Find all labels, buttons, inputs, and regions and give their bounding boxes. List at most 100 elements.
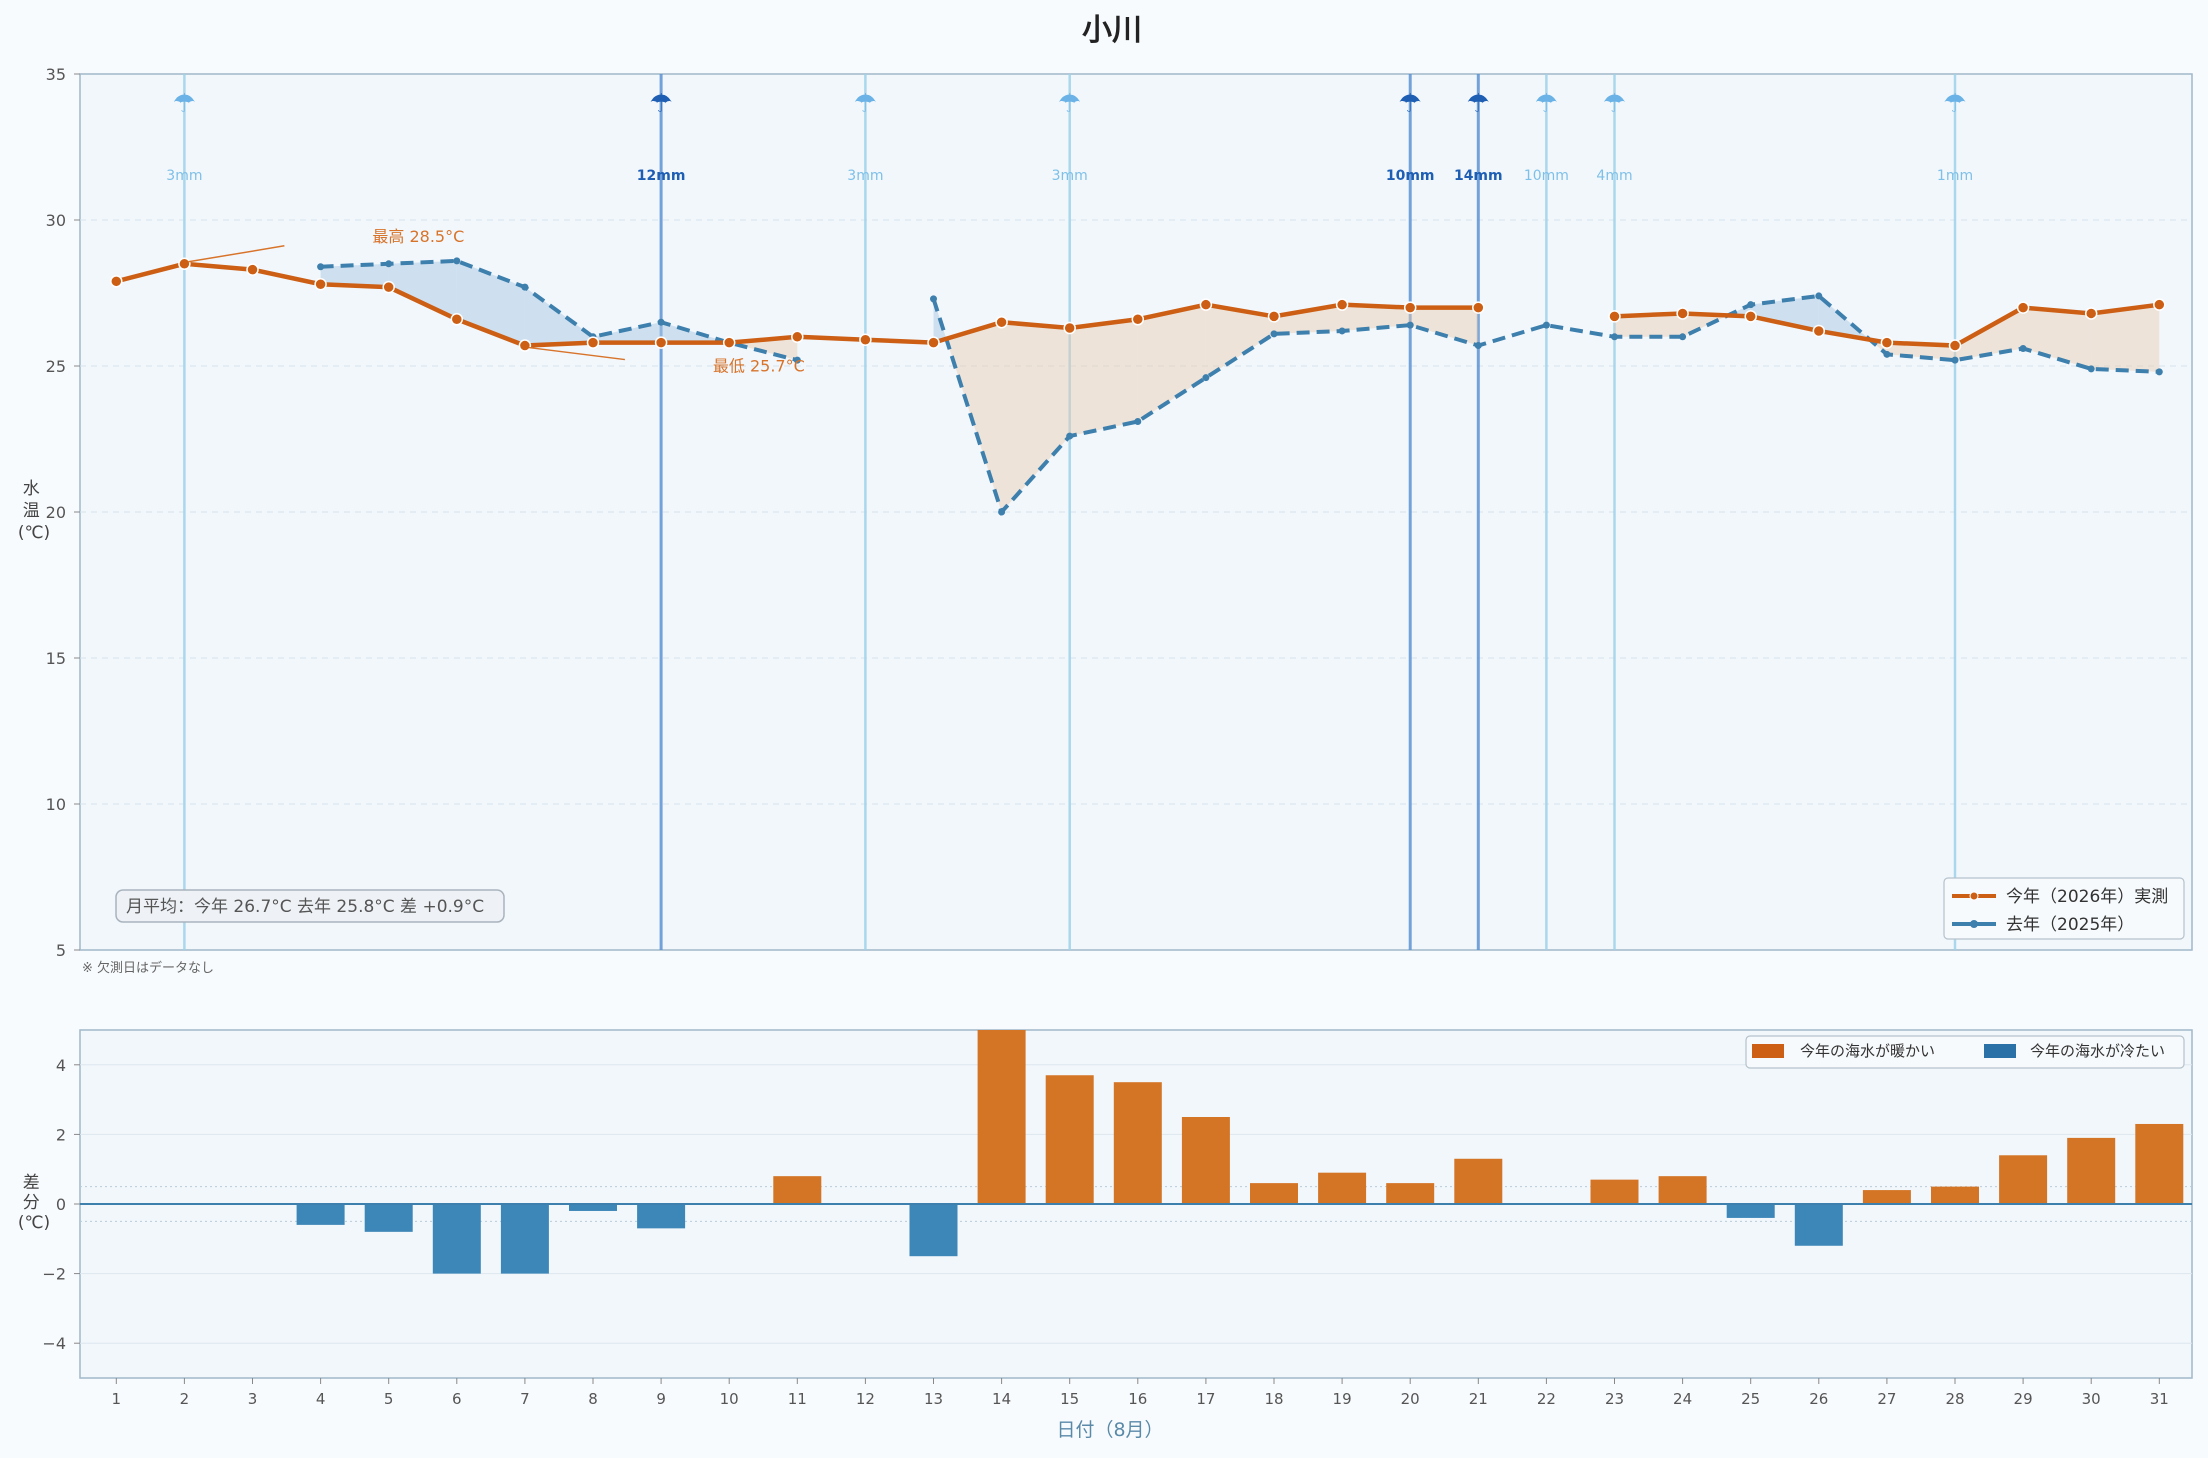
last-year-line xyxy=(320,258,798,363)
difference-bar xyxy=(569,1204,617,1211)
x-tick-label: 28 xyxy=(1945,1390,1964,1408)
legend-last-year-label: 去年（2025年） xyxy=(2006,915,2134,935)
x-tick-label: 27 xyxy=(1877,1390,1896,1408)
y-tick-label: 35 xyxy=(46,65,66,84)
last-year-point xyxy=(1202,374,1210,382)
difference-bar xyxy=(364,1204,413,1232)
last-year-point xyxy=(521,283,529,291)
difference-fill xyxy=(1205,304,1274,378)
difference-fill xyxy=(1410,307,1479,346)
difference-fill xyxy=(1069,319,1138,437)
last-year-point xyxy=(385,260,393,268)
this-year-point xyxy=(1267,310,1281,323)
rain-marker: ☂ 3mm xyxy=(1052,74,1088,950)
this-year-point xyxy=(178,257,191,271)
rain-marker: ☂ 10mm xyxy=(1524,74,1569,950)
difference-bar xyxy=(1999,1155,2048,1204)
difference-fill xyxy=(388,260,457,320)
difference-bar xyxy=(1454,1158,1503,1204)
rain-amount-label: 10mm xyxy=(1386,168,1435,184)
x-tick-label: 2 xyxy=(180,1390,190,1408)
difference-bar xyxy=(2067,1137,2116,1204)
y-tick-label: 30 xyxy=(46,211,66,230)
this-year-point xyxy=(722,336,736,349)
last-year-point xyxy=(657,318,665,326)
x-tick-label: 1 xyxy=(112,1390,122,1408)
this-year-point xyxy=(382,280,395,294)
x-axis-label: 日付（8月） xyxy=(1056,1419,1163,1441)
rain-amount-label: 3mm xyxy=(1052,168,1088,184)
last-year-point xyxy=(1270,330,1278,338)
this-year-point xyxy=(1744,310,1757,323)
this-year-point xyxy=(2016,301,2030,314)
y-tick-label: 4 xyxy=(56,1056,66,1075)
difference-fill xyxy=(320,263,389,288)
monthly-average-text: 月平均：今年 26.7°C 去年 25.8°C 差 +0.9°C xyxy=(126,897,484,917)
x-tick-label: 15 xyxy=(1060,1390,1079,1408)
difference-fill xyxy=(1750,295,1819,331)
rain-marker: ☂ 10mm xyxy=(1386,74,1435,950)
last-year-point xyxy=(1747,301,1755,309)
last-year-point xyxy=(1951,356,1959,364)
x-tick-label: 19 xyxy=(1333,1390,1352,1408)
this-year-point xyxy=(1948,339,1962,352)
x-tick-label: 21 xyxy=(1469,1390,1488,1408)
rain-marker: ☂ 4mm xyxy=(1596,74,1633,950)
last-year-point xyxy=(1679,333,1687,341)
difference-fill xyxy=(1274,304,1343,334)
x-tick-label: 9 xyxy=(656,1390,666,1408)
x-tick-label: 10 xyxy=(720,1390,739,1408)
umbrella-icon: ☂ xyxy=(649,89,672,119)
difference-bar xyxy=(296,1204,345,1225)
difference-bar xyxy=(1386,1183,1435,1204)
x-tick-label: 22 xyxy=(1537,1390,1556,1408)
y-tick-label: 20 xyxy=(46,503,66,522)
last-year-point xyxy=(1815,292,1823,300)
difference-fill xyxy=(1137,304,1206,422)
this-year-point xyxy=(2084,307,2098,320)
x-tick-label: 18 xyxy=(1264,1390,1283,1408)
this-year-point xyxy=(518,339,532,352)
rain-amount-label: 10mm xyxy=(1524,168,1569,184)
difference-bar xyxy=(1862,1190,1911,1204)
difference-bar xyxy=(2135,1123,2184,1204)
difference-fill xyxy=(1614,313,1683,337)
y-tick-label: 15 xyxy=(46,649,66,668)
difference-bar xyxy=(909,1204,958,1257)
this-year-point xyxy=(1812,324,1826,338)
difference-bar xyxy=(1794,1204,1843,1246)
x-tick-label: 13 xyxy=(924,1390,943,1408)
umbrella-icon: ☂ xyxy=(1603,89,1626,119)
x-tick-label: 11 xyxy=(788,1390,807,1408)
difference-bar xyxy=(977,1030,1026,1204)
this-year-point xyxy=(1880,336,1894,349)
monthly-average-box xyxy=(115,889,505,923)
legend-this-year-label: 今年（2026年）実測 xyxy=(2006,887,2168,907)
y-tick-label: 0 xyxy=(56,1195,66,1214)
y-tick-label: 10 xyxy=(46,795,66,814)
this-year-point xyxy=(1676,307,1689,320)
umbrella-icon: ☂ xyxy=(1058,89,1081,119)
difference-bar xyxy=(1590,1179,1639,1204)
this-year-point xyxy=(1403,301,1417,314)
x-tick-label: 25 xyxy=(1741,1390,1760,1408)
this-year-point xyxy=(246,263,259,276)
annotation-label: 最高 28.5°C xyxy=(372,227,464,246)
umbrella-icon: ☂ xyxy=(1943,89,1966,119)
difference-bar xyxy=(1318,1172,1367,1204)
temperature-axis-label: 水 温 (℃) xyxy=(18,479,50,543)
this-year-point xyxy=(654,336,668,349)
last-year-point xyxy=(793,356,801,364)
temperature-legend: 今年（2026年）実測 去年（2025年） xyxy=(1943,877,2185,940)
difference-bar xyxy=(773,1176,822,1204)
legend-cold-label: 今年の海水が冷たい xyxy=(2030,1042,2165,1060)
x-tick-label: 16 xyxy=(1128,1390,1147,1408)
last-year-point xyxy=(453,257,461,265)
difference-fill xyxy=(1001,322,1070,512)
difference-bar xyxy=(1726,1204,1775,1218)
last-year-point xyxy=(998,508,1006,516)
last-year-point xyxy=(2087,365,2095,373)
difference-axis-label: 差 分 (℃) xyxy=(18,1173,50,1233)
difference-bar xyxy=(1045,1075,1094,1204)
